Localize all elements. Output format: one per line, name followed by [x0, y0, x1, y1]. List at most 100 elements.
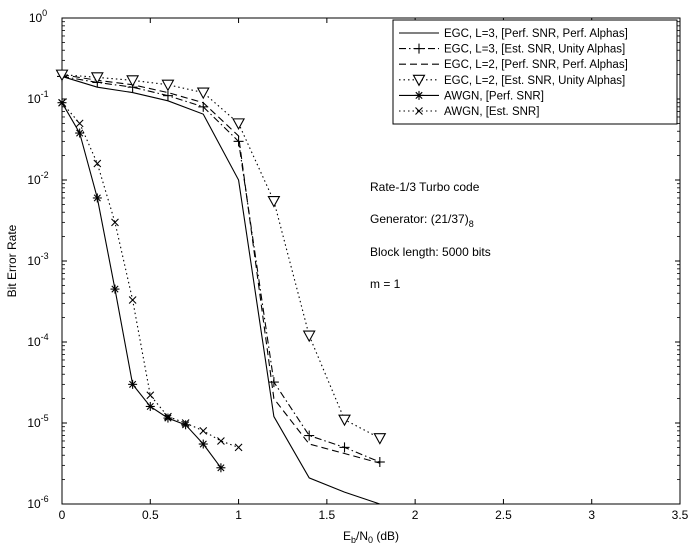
- y-tick-label: 100: [29, 8, 47, 25]
- y-tick-label: 10-2: [27, 170, 48, 187]
- y-tick-label: 10-5: [27, 413, 48, 430]
- data-point-asterisk: [128, 379, 138, 389]
- series-line: [61, 75, 381, 505]
- data-point-triangle-down: [90, 72, 104, 85]
- data-point-x: [415, 107, 423, 115]
- legend-box: [392, 19, 678, 125]
- asterisk-stroke: [415, 91, 423, 99]
- annotation-code: Rate-1/3 Turbo code: [370, 180, 480, 194]
- asterisk-stroke: [111, 285, 119, 293]
- asterisk-stroke: [199, 440, 207, 448]
- x-tick-label: 2: [412, 508, 419, 522]
- data-point-plus: [162, 90, 173, 101]
- y-tick-label: 10-6: [27, 494, 48, 511]
- data-point-asterisk: [145, 401, 155, 411]
- data-point-x: [146, 391, 155, 400]
- legend-label: EGC, L=3, [Est. SNR, Unity Alphas]: [444, 44, 625, 56]
- data-point-triangle-down: [161, 79, 175, 92]
- y-tick-label: 10-3: [27, 251, 48, 268]
- triangle-shape: [302, 330, 316, 343]
- data-point-plus: [268, 377, 279, 388]
- triangle-shape: [90, 72, 104, 85]
- triangle-shape: [126, 75, 140, 87]
- annotation-generator: Generator: (21/37)8: [370, 212, 474, 229]
- asterisk-stroke: [129, 380, 137, 388]
- triangle-shape: [161, 79, 175, 92]
- data-point-asterisk: [414, 90, 424, 100]
- data-point-triangle-down: [412, 74, 426, 87]
- x-axis-label: Eb/N0 (dB): [343, 529, 399, 545]
- data-point-triangle-down: [55, 69, 69, 82]
- data-point-asterisk: [198, 439, 208, 449]
- y-axis-label: Bit Error Rate: [5, 224, 19, 297]
- legend: EGC, L=3, [Perf. SNR, Perf. Alphas] EGC, …: [392, 19, 678, 125]
- legend-entry: EGC, L=2, [Est. SNR, Unity Alphas]: [399, 74, 625, 87]
- x-tick-label: 2.5: [495, 508, 512, 522]
- series-6: [58, 98, 243, 452]
- asterisk-stroke: [146, 402, 154, 411]
- x-stroke: [75, 119, 84, 128]
- triangle-shape: [232, 118, 246, 131]
- asterisk-stroke: [93, 194, 101, 202]
- legend-entry: AWGN, [Est. SNR]: [399, 106, 539, 118]
- x-stroke: [58, 98, 66, 107]
- triangle-shape: [412, 74, 426, 87]
- triangle-shape: [373, 433, 387, 445]
- legend-entry: EGC, L=2, [Perf. SNR, Perf. Alphas]: [399, 59, 628, 71]
- legend-label: EGC, L=3, [Perf. SNR, Perf. Alphas]: [444, 28, 628, 40]
- annotation-block-length: Block length: 5000 bits: [370, 245, 491, 259]
- data-point-asterisk: [181, 420, 191, 430]
- asterisk-stroke: [164, 414, 172, 422]
- x-stroke: [415, 107, 423, 115]
- x-stroke: [199, 426, 208, 435]
- data-point-plus: [339, 442, 350, 453]
- legend-label: AWGN, [Est. SNR]: [444, 106, 539, 118]
- data-point-x: [234, 443, 243, 452]
- data-point-plus: [233, 136, 244, 147]
- series-3: [61, 74, 380, 464]
- legend-label: EGC, L=2, [Perf. SNR, Perf. Alphas]: [444, 59, 628, 71]
- series-layer: [55, 69, 387, 505]
- x-stroke: [111, 218, 119, 227]
- series-4: [55, 69, 387, 445]
- data-point-triangle-down: [373, 433, 387, 445]
- data-point-x: [75, 119, 84, 128]
- data-point-asterisk: [216, 463, 226, 473]
- y-tick-label: 10-4: [27, 332, 48, 349]
- data-point-triangle-down: [126, 75, 140, 87]
- data-point-triangle-down: [196, 87, 210, 100]
- data-point-asterisk: [75, 128, 85, 138]
- x-stroke: [128, 296, 137, 304]
- series-line: [61, 75, 381, 463]
- triangle-shape: [196, 87, 210, 100]
- x-tick-label: 1: [235, 508, 242, 522]
- data-point-x: [58, 98, 66, 107]
- data-point-plus: [198, 101, 209, 112]
- data-point-triangle-down: [267, 195, 281, 208]
- x-tick-label: 0: [59, 508, 66, 522]
- data-point-asterisk: [110, 284, 120, 294]
- y-tick-label: 10-1: [27, 89, 48, 106]
- annotation-memory: m = 1: [370, 277, 401, 291]
- asterisk-stroke: [182, 421, 190, 429]
- x-tick-label: 3.5: [672, 508, 689, 522]
- x-stroke: [146, 391, 155, 400]
- data-point-asterisk: [163, 413, 173, 423]
- data-point-triangle-down: [232, 118, 246, 131]
- data-point-x: [164, 412, 172, 421]
- data-point-plus: [414, 43, 424, 54]
- asterisk-stroke: [76, 129, 84, 137]
- data-point-x: [217, 437, 225, 445]
- legend-label: AWGN, [Perf. SNR]: [444, 90, 544, 102]
- triangle-shape: [267, 195, 281, 208]
- x-stroke: [181, 419, 190, 427]
- data-point-x: [181, 419, 190, 427]
- data-point-x: [111, 218, 119, 227]
- triangle-shape: [338, 414, 351, 427]
- data-point-x: [93, 159, 102, 168]
- x-stroke: [93, 159, 102, 168]
- data-point-triangle-down: [302, 330, 316, 343]
- legend-label: EGC, L=2, [Est. SNR, Unity Alphas]: [444, 75, 625, 87]
- data-point-x: [128, 296, 137, 304]
